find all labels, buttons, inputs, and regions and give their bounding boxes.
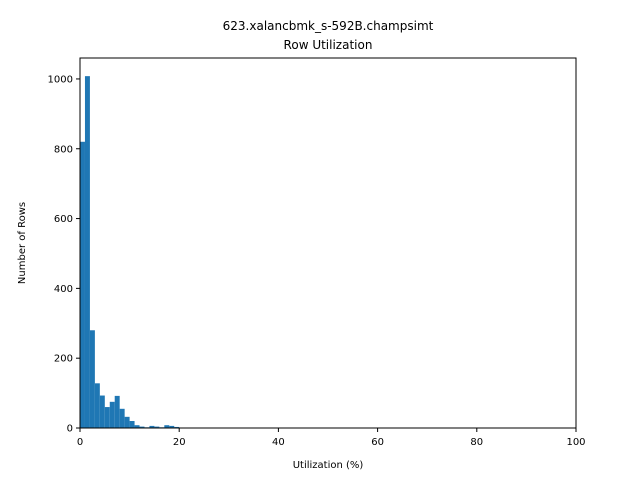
y-tick-label: 400	[54, 284, 73, 295]
x-tick-label: 0	[77, 437, 83, 448]
y-tick-label: 1000	[48, 74, 73, 85]
histogram-bar	[95, 383, 100, 428]
y-tick-label: 200	[54, 354, 73, 365]
x-tick-label: 80	[470, 437, 483, 448]
histogram-bar	[90, 330, 95, 428]
histogram-bar	[100, 396, 105, 428]
y-tick-label: 800	[54, 144, 73, 155]
histogram-bar	[130, 421, 135, 428]
chart-title-line-1: 623.xalancbmk_s-592B.champsimt	[223, 19, 434, 33]
y-tick-label: 0	[67, 424, 73, 435]
chart-title-line-2: Row Utilization	[284, 38, 373, 52]
plot-area-frame	[80, 58, 576, 428]
histogram-bar	[110, 402, 115, 428]
x-axis-label: Utilization (%)	[293, 460, 364, 471]
y-axis-label: Number of Rows	[17, 202, 28, 284]
histogram-bar	[120, 409, 125, 428]
x-tick-label: 60	[371, 437, 384, 448]
y-axis-ticks: 0 200 400 600 800 1000	[48, 74, 80, 434]
histogram-bar	[85, 76, 90, 428]
x-tick-label: 20	[173, 437, 186, 448]
histogram-bar	[125, 417, 130, 428]
histogram-bar	[80, 142, 85, 428]
x-tick-label: 40	[272, 437, 285, 448]
histogram-bars	[80, 76, 184, 428]
histogram-bar	[105, 407, 110, 428]
y-tick-label: 600	[54, 214, 73, 225]
x-tick-label: 100	[566, 437, 585, 448]
x-axis-ticks: 0 20 40 60 80 100	[77, 428, 586, 448]
histogram-bar	[115, 396, 120, 428]
